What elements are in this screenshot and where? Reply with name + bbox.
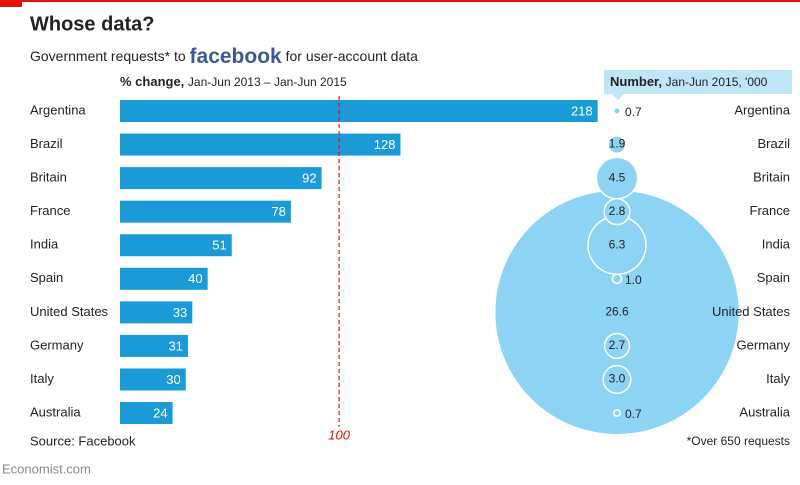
- bar: [120, 234, 232, 257]
- category-label: Germany: [737, 337, 791, 352]
- bar: [120, 334, 188, 357]
- value-label: 92: [302, 171, 316, 186]
- value-label: 2.7: [609, 338, 626, 352]
- value-label: 3.0: [609, 372, 626, 386]
- value-label: 6.3: [609, 237, 626, 251]
- bar: [120, 267, 208, 290]
- bubble: [603, 198, 631, 226]
- category-label: France: [750, 203, 790, 218]
- bubble: [611, 273, 623, 285]
- category-label: United States: [712, 304, 791, 319]
- bar: [120, 301, 193, 324]
- reference-label: 100: [328, 427, 350, 442]
- bubble-header-box: [604, 70, 792, 94]
- category-label: Spain: [757, 270, 790, 285]
- value-label: 1.0: [625, 273, 642, 287]
- bar: [120, 100, 598, 122]
- bar: [120, 402, 173, 425]
- bubble-title-period: Jan-Jun 2015, '000: [666, 75, 768, 89]
- footnote: *Over 650 requests: [687, 434, 790, 448]
- bar: [120, 133, 401, 156]
- bar: [120, 200, 291, 223]
- category-label: France: [30, 203, 70, 218]
- category-label: Italy: [30, 371, 54, 386]
- plot: Argentina 218 Brazil 128 Britain 92 France 78 In…: [30, 96, 791, 442]
- value-label: 4.5: [609, 170, 626, 184]
- value-label: 40: [188, 271, 202, 286]
- value-label: 30: [166, 372, 180, 387]
- category-label: Brazil: [757, 136, 790, 151]
- category-label: Spain: [30, 270, 63, 285]
- axis-title: % change, Jan-Jun 2013 – Jan-Jun 2015: [120, 74, 347, 89]
- bubble-title-main: Number,: [610, 74, 662, 89]
- brand: facebook: [190, 45, 283, 68]
- category-label: Australia: [30, 404, 81, 419]
- bubble: [613, 409, 621, 418]
- red-tag: [0, 0, 22, 7]
- bubble-title: Number, Jan-Jun 2015, '000: [610, 74, 768, 89]
- value-label: 0.7: [625, 105, 642, 119]
- value-label: 24: [153, 405, 167, 420]
- category-label: India: [762, 237, 791, 252]
- axis-title-main: % change,: [120, 74, 184, 89]
- category-label: United States: [30, 304, 109, 319]
- value-label: 31: [168, 338, 182, 353]
- category-label: Britain: [753, 170, 790, 185]
- value-label: 26.6: [605, 305, 629, 319]
- value-label: 218: [571, 103, 593, 118]
- category-label: Germany: [30, 337, 84, 352]
- category-label: India: [30, 237, 59, 252]
- subtitle-before: Government requests* to: [30, 48, 186, 64]
- value-label: 2.8: [609, 204, 626, 218]
- bubble-header-pointer: [612, 94, 624, 100]
- bubble: [603, 332, 631, 360]
- bubble: [602, 364, 632, 395]
- category-label: Australia: [739, 404, 790, 419]
- subtitle-after: for user-account data: [286, 48, 419, 64]
- value-label: 1.9: [609, 137, 626, 151]
- category-label: Italy: [766, 371, 790, 386]
- publisher: Economist.com: [2, 461, 91, 476]
- value-label: 0.7: [625, 407, 642, 421]
- title: Whose data?: [30, 13, 154, 35]
- category-label: Argentina: [30, 102, 86, 117]
- category-label: Britain: [30, 170, 67, 185]
- bubble: [613, 107, 621, 115]
- value-label: 78: [271, 204, 285, 219]
- value-label: 128: [374, 137, 396, 152]
- subtitle: Government requests* to facebook for use…: [30, 45, 418, 68]
- category-label: Brazil: [30, 136, 63, 151]
- category-label: Argentina: [734, 102, 790, 117]
- top-rule: [0, 0, 800, 2]
- value-label: 33: [173, 305, 187, 320]
- axis-title-period: Jan-Jun 2013 – Jan-Jun 2015: [188, 75, 347, 89]
- bar: [120, 368, 186, 391]
- bar: [120, 167, 322, 190]
- bubble: [607, 135, 627, 155]
- source: Source: Facebook: [30, 433, 136, 448]
- value-label: 51: [212, 238, 226, 253]
